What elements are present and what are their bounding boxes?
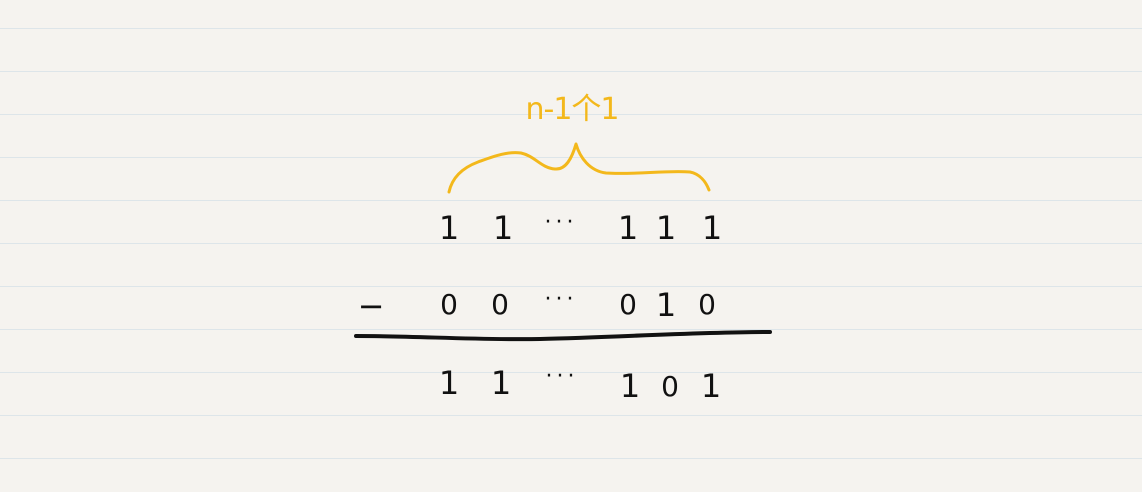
row1-ellipsis: ··· (544, 210, 578, 235)
row1-digit-1: 1 (438, 209, 460, 247)
ruled-line (0, 28, 1142, 29)
ruled-line (0, 372, 1142, 373)
ruled-line (0, 200, 1142, 201)
ruled-line (0, 71, 1142, 72)
row1-digit-2: 1 (492, 209, 514, 247)
row2-digit-4: 1 (655, 286, 677, 324)
ruled-line (0, 415, 1142, 416)
ruled-line (0, 243, 1142, 244)
row3-digit-5: 1 (700, 367, 722, 405)
row3-digit-2: 1 (490, 364, 512, 402)
row2-digit-1: 0 (440, 288, 458, 321)
row2-digit-2: 0 (491, 288, 509, 321)
row3-digit-3: 1 (619, 367, 641, 405)
result-line (354, 330, 772, 342)
minus-operator: − (357, 287, 385, 325)
row1-digit-3: 1 (617, 209, 639, 247)
brace-label: n-1个1 (525, 92, 619, 127)
row3-digit-1: 1 (438, 364, 460, 402)
row3-ellipsis: ··· (545, 364, 579, 389)
ruled-line (0, 286, 1142, 287)
ruled-line (0, 114, 1142, 115)
curly-brace (447, 142, 711, 194)
ruled-line (0, 329, 1142, 330)
row2-digit-3: 0 (619, 288, 637, 321)
row1-digit-4: 1 (655, 209, 677, 247)
row2-digit-5: 0 (698, 288, 716, 321)
row2-ellipsis: ··· (544, 287, 578, 312)
row1-digit-5: 1 (701, 209, 723, 247)
ruled-line (0, 458, 1142, 459)
row3-digit-4: 0 (661, 370, 679, 403)
